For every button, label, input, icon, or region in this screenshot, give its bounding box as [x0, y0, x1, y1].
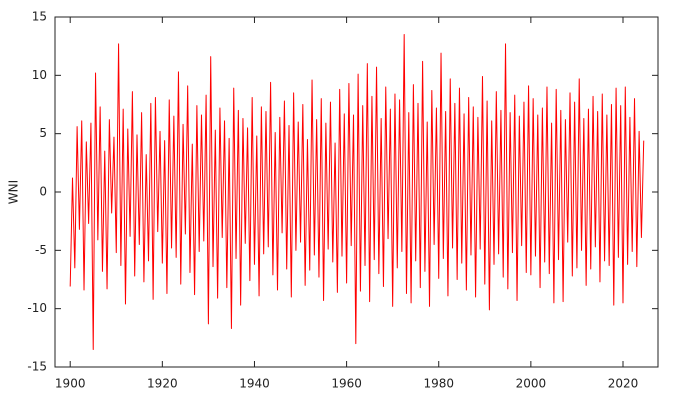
y-tick-label: 15 [32, 10, 47, 24]
x-tick-label: 1960 [331, 377, 362, 391]
x-tick-label: 2000 [516, 377, 547, 391]
x-tick-label: 2020 [608, 377, 639, 391]
data-line [69, 34, 645, 350]
y-tick-label: -15 [27, 360, 47, 374]
y-tick-label: 0 [39, 185, 47, 199]
y-tick-label: -5 [35, 243, 47, 257]
y-tick-label: -10 [27, 301, 47, 315]
y-tick-label: 5 [39, 126, 47, 140]
y-tick-label: 10 [32, 68, 47, 82]
y-axis-label: WNI [7, 180, 21, 204]
x-tick-label: 1920 [147, 377, 178, 391]
x-tick-label: 1900 [55, 377, 86, 391]
x-tick-label: 1940 [239, 377, 270, 391]
x-tick-label: 1980 [423, 377, 454, 391]
